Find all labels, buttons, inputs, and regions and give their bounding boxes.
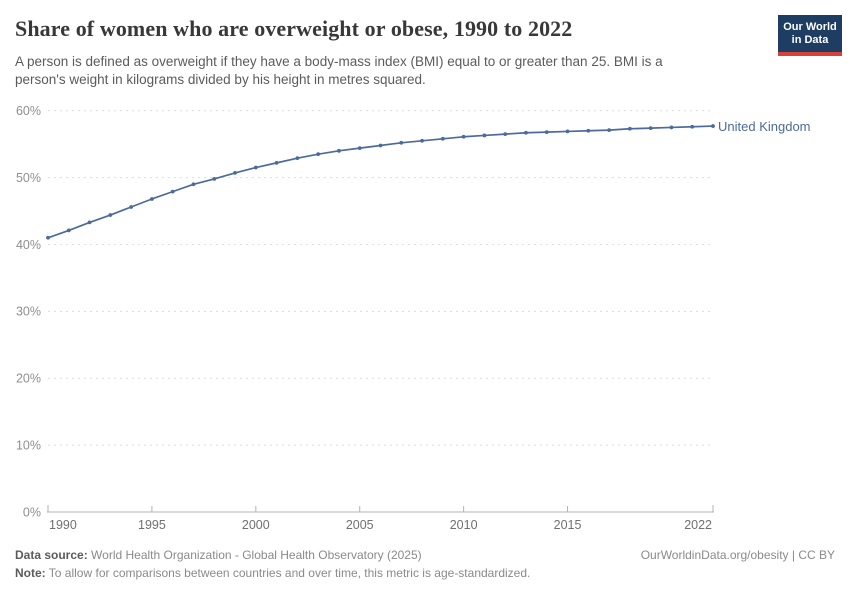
note-text: To allow for comparisons between countri…	[48, 565, 531, 580]
note-line: Note: To allow for comparisons between c…	[15, 565, 835, 583]
data-point-2005	[357, 146, 362, 151]
series-label-united-kingdom: United Kingdom	[718, 118, 811, 134]
x-axis-tick-label-2022: 2022	[684, 518, 712, 532]
data-point-2009	[440, 136, 445, 141]
y-axis-tick-label-10: 10%	[16, 438, 41, 452]
data-point-2000	[253, 165, 258, 170]
data-point-1997	[191, 182, 196, 187]
data-point-1999	[233, 171, 237, 175]
credit-link[interactable]: OurWorldinData.org/obesity | CC BY	[640, 548, 835, 562]
data-point-1991	[66, 228, 71, 233]
data-point-1992	[87, 220, 92, 225]
chart-subtitle: A person is defined as overweight if the…	[15, 54, 663, 87]
x-axis-tick-label-2010: 2010	[450, 518, 478, 532]
data-point-2020	[669, 125, 674, 130]
data-point-1995	[150, 197, 154, 201]
x-axis-tick-label-2005: 2005	[346, 518, 374, 532]
data-point-2008	[420, 138, 424, 143]
chart-footer: Data source: World Health Organization -…	[15, 547, 835, 582]
data-point-2014	[544, 130, 549, 135]
series-line-united-kingdom	[47, 125, 714, 239]
note-label: Note:	[15, 565, 46, 580]
x-axis-tick-label-2015: 2015	[554, 518, 582, 532]
owid-logo-line2: in Data	[791, 33, 829, 46]
x-axis-tick-label-1990: 1990	[49, 518, 77, 532]
data-point-2002	[295, 156, 300, 161]
data-point-2021	[690, 124, 695, 129]
data-point-2007	[399, 140, 404, 145]
data-point-2001	[274, 160, 279, 165]
data-point-2017	[607, 128, 611, 132]
data-point-2022	[711, 124, 715, 128]
data-source-text: World Health Organization - Global Healt…	[91, 548, 422, 562]
data-point-1990	[46, 235, 50, 240]
data-point-2006	[378, 143, 383, 148]
data-point-1998	[212, 177, 217, 181]
y-axis-tick-label-60: 60%	[16, 104, 41, 118]
y-axis-tick-label-40: 40%	[16, 238, 41, 252]
page-title: Share of women who are overweight or obe…	[15, 16, 573, 41]
y-axis-tick-label-30: 30%	[16, 305, 41, 319]
data-source-label: Data source:	[15, 548, 88, 562]
data-point-2012	[503, 132, 508, 137]
owid-logo: Our World in Data	[778, 15, 842, 56]
y-axis-tick-label-50: 50%	[16, 171, 41, 185]
data-point-1993	[108, 213, 113, 217]
data-point-2015	[565, 129, 570, 134]
data-point-1996	[170, 189, 175, 194]
data-point-2019	[648, 126, 653, 130]
data-point-2010	[461, 134, 466, 139]
data-source-line: Data source: World Health Organization -…	[15, 547, 422, 565]
line-chart-canvas: 0% 10% 20% 30% 40% 50% 60% 1990 1995 2000 2005 2010…	[16, 104, 715, 532]
data-point-1994	[129, 205, 134, 209]
data-point-2013	[524, 130, 528, 135]
data-point-2018	[627, 126, 632, 131]
y-axis-tick-label-20: 20%	[16, 372, 41, 386]
owid-logo-line1: Our World	[783, 20, 837, 33]
data-point-2004	[337, 148, 341, 153]
data-point-2011	[482, 133, 487, 138]
data-point-2016	[586, 128, 591, 133]
x-axis-tick-label-2000: 2000	[242, 518, 270, 532]
x-axis-tick-label-1995: 1995	[138, 518, 166, 532]
y-axis-tick-label-0: 0%	[23, 505, 41, 519]
data-point-2003	[316, 152, 321, 157]
